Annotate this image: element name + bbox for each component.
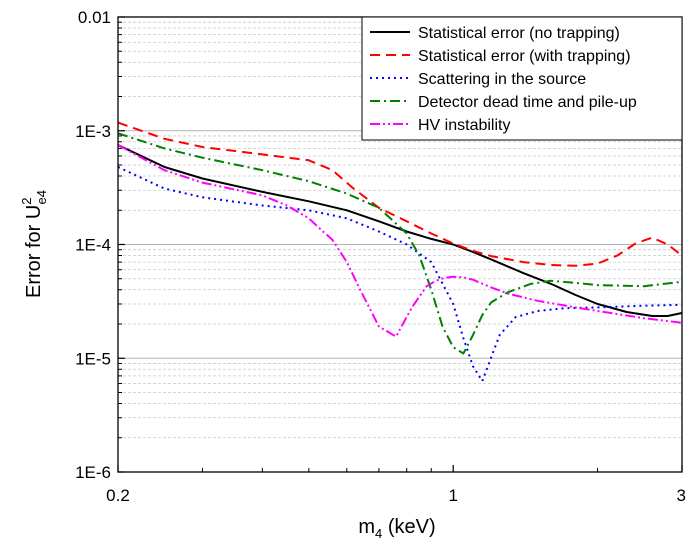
legend-label: Scattering in the source [418, 71, 586, 88]
x-axis-label-unit: (keV) [382, 516, 435, 538]
legend: Statistical error (no trapping) Statistic… [361, 16, 683, 141]
series-lines [117, 121, 683, 383]
series-line-5 [117, 144, 683, 338]
x-tick-label: 3 [677, 486, 686, 505]
legend-box [361, 16, 683, 141]
legend-label: HV instability [418, 117, 510, 134]
series-line-2 [117, 121, 683, 267]
y-tick-label: 1E-6 [75, 463, 111, 482]
y-tick-label: 1E-5 [75, 349, 111, 368]
x-tick-label: 0.2 [106, 486, 130, 505]
y-tick-label: 1E-3 [75, 122, 111, 141]
y-axis-label-prefix: Error for U [23, 205, 45, 298]
legend-label: Detector dead time and pile-up [418, 94, 637, 111]
series-line-4 [117, 132, 683, 355]
axis-ticks: 1E-6 1E-5 1E-4 1E-3 0.01 0.2 1 3 [75, 8, 686, 505]
x-tick-label: 1 [448, 486, 457, 505]
legend-label: Statistical error (with trapping) [418, 48, 631, 65]
y-tick-label: 1E-4 [75, 236, 111, 255]
y-axis-label-sub: e4 [34, 190, 49, 204]
x-axis-label-sub: 4 [375, 526, 382, 541]
legend-label: Statistical error (no trapping) [418, 25, 620, 42]
x-axis-label-base: m [358, 516, 375, 538]
y-axis-label: Error for U2e4 [19, 190, 49, 298]
y-tick-label: 0.01 [78, 8, 111, 27]
series-line-1 [117, 144, 683, 317]
y-axis-label-sup: 2 [19, 197, 34, 204]
x-axis-label: m4 (keV) [358, 516, 435, 541]
series-line-3 [117, 166, 683, 383]
